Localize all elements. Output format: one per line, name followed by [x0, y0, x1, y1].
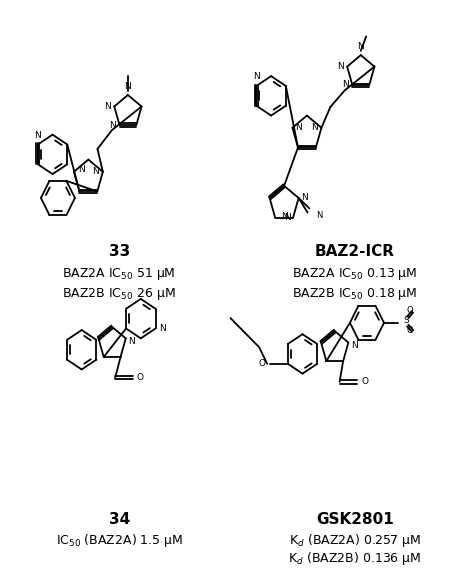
Text: O: O	[407, 327, 413, 336]
Text: N: N	[342, 80, 349, 89]
Text: BAZ2-ICR: BAZ2-ICR	[315, 244, 395, 260]
Text: K$_d$ (BAZ2A) 0.257 μM: K$_d$ (BAZ2A) 0.257 μM	[289, 532, 421, 549]
Text: O: O	[137, 373, 144, 382]
Text: N: N	[92, 167, 99, 176]
Text: GSK2801: GSK2801	[316, 512, 394, 527]
Text: O: O	[407, 306, 413, 315]
Text: N: N	[316, 211, 322, 220]
Text: S: S	[403, 316, 409, 324]
Text: N: N	[295, 123, 301, 132]
Text: BAZ2B IC$_{50}$ 26 μM: BAZ2B IC$_{50}$ 26 μM	[63, 286, 176, 302]
Text: N: N	[284, 213, 291, 222]
Text: BAZ2A IC$_{50}$ 51 μM: BAZ2A IC$_{50}$ 51 μM	[63, 266, 176, 282]
Text: 34: 34	[109, 512, 130, 527]
Text: N: N	[337, 62, 344, 71]
Text: N: N	[104, 102, 111, 111]
Text: N: N	[125, 82, 131, 91]
Text: N: N	[311, 123, 318, 132]
Text: BAZ2A IC$_{50}$ 0.13 μM: BAZ2A IC$_{50}$ 0.13 μM	[292, 266, 418, 282]
Text: IC$_{50}$ (BAZ2A) 1.5 μM: IC$_{50}$ (BAZ2A) 1.5 μM	[55, 532, 183, 549]
Text: N: N	[159, 324, 166, 333]
Text: N: N	[253, 72, 260, 81]
Text: K$_d$ (BAZ2B) 0.136 μM: K$_d$ (BAZ2B) 0.136 μM	[288, 550, 421, 567]
Text: N: N	[351, 341, 357, 350]
Text: N: N	[109, 120, 116, 130]
Text: N: N	[128, 337, 135, 346]
Text: 33: 33	[109, 244, 130, 260]
Text: N: N	[35, 131, 41, 140]
Text: N: N	[301, 194, 308, 202]
Text: N: N	[357, 42, 364, 51]
Text: N: N	[78, 165, 84, 174]
Text: BAZ2B IC$_{50}$ 0.18 μM: BAZ2B IC$_{50}$ 0.18 μM	[292, 286, 418, 302]
Text: O: O	[258, 360, 265, 368]
Text: O: O	[361, 377, 368, 386]
Text: N: N	[282, 211, 288, 220]
